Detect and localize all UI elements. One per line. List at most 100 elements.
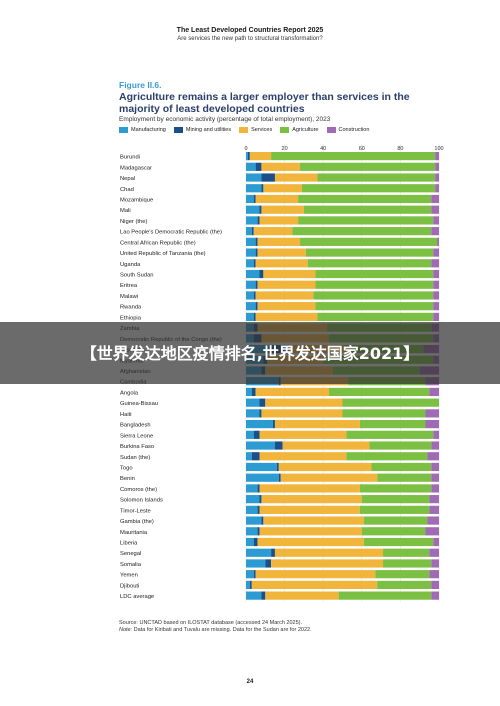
bar-segment-agriculture xyxy=(301,184,436,193)
category-label: Guinea-Bissau xyxy=(120,401,158,407)
bar-segment-mining-and-utilities xyxy=(257,216,260,225)
bar-segment-services xyxy=(255,194,299,204)
bar-segment-mining-and-utilities xyxy=(255,302,258,311)
category-label: Burundi xyxy=(120,155,140,161)
category-label: Sudan (the) xyxy=(120,455,150,461)
bar-segment-agriculture xyxy=(361,495,430,504)
bar-segment-services xyxy=(274,420,360,429)
bar-segment-manufacturing xyxy=(246,162,256,171)
bar-segment-manufacturing xyxy=(246,420,274,429)
bar-segment-manufacturing xyxy=(246,473,279,482)
bar-segment-manufacturing xyxy=(246,173,262,182)
category-label: Niger (the) xyxy=(120,219,147,225)
bar-segment-mining-and-utilities xyxy=(255,162,262,171)
category-label: Gambia (the) xyxy=(120,519,154,525)
legend-label: Construction xyxy=(338,127,370,133)
category-label: Haiti xyxy=(120,412,132,418)
bar-segment-mining-and-utilities xyxy=(253,312,256,321)
bar-segment-services xyxy=(257,537,364,547)
bar-segment-services xyxy=(278,462,372,472)
legend-item-mining-and-utilities: Mining and utilities xyxy=(173,127,231,133)
bar-segment-mining-and-utilities xyxy=(273,420,275,429)
bar-segment-services xyxy=(259,527,362,536)
bar-segment-mining-and-utilities xyxy=(259,495,262,504)
source-note: Source: UNCTAD based on ILOSTAT database… xyxy=(119,620,303,626)
bar-segment-mining-and-utilities xyxy=(257,505,260,514)
bar-segment-manufacturing xyxy=(246,291,254,300)
bar-segment-mining-and-utilities xyxy=(253,259,256,268)
bar-segment-construction xyxy=(433,291,439,300)
bar-segment-manufacturing xyxy=(246,430,254,439)
bar-segment-construction xyxy=(433,216,439,225)
category-label: Senegal xyxy=(120,551,141,557)
legend-item-services: Services xyxy=(239,127,272,133)
bar-segment-construction xyxy=(433,280,439,289)
bar-segment-services xyxy=(261,409,343,418)
bar-segment-services xyxy=(280,473,378,482)
bar-segment-services xyxy=(255,291,314,300)
category-label: Togo xyxy=(120,465,133,471)
bar-segment-agriculture xyxy=(328,387,430,397)
bar-segment-agriculture xyxy=(369,441,432,450)
bar-segment-manufacturing xyxy=(246,259,254,268)
overlay-text: 【世界发达地区疫情排名,世界发达国家2021】 xyxy=(80,343,420,363)
bar-segment-mining-and-utilities xyxy=(255,280,258,289)
bar-segment-construction xyxy=(435,184,439,193)
bar-segment-construction xyxy=(431,205,439,214)
bar-segment-manufacturing xyxy=(246,537,254,547)
category-label: LDC average xyxy=(120,594,154,600)
bar-segment-manufacturing xyxy=(246,152,248,161)
bar-segment-mining-and-utilities xyxy=(257,527,260,536)
bar-segment-manufacturing xyxy=(246,495,260,504)
bar-segment-construction xyxy=(431,227,439,236)
category-label: Burkina Faso xyxy=(120,444,154,450)
bar-segment-agriculture xyxy=(271,152,436,161)
legend-swatch xyxy=(326,127,336,133)
category-label: Lao People's Democratic Republic (the) xyxy=(120,230,222,236)
bar-segment-manufacturing xyxy=(246,527,258,536)
bar-segment-agriculture xyxy=(361,527,426,536)
bar-segment-agriculture xyxy=(346,430,434,439)
bar-segment-agriculture xyxy=(375,570,430,579)
bar-segment-manufacturing xyxy=(246,216,258,225)
category-label: Timor-Leste xyxy=(120,508,151,514)
legend-item-manufacturing: Manufacturing xyxy=(119,127,166,133)
legend-swatch xyxy=(119,127,128,133)
bar-segment-construction xyxy=(429,387,439,397)
bar-segment-services xyxy=(255,259,308,268)
bar-segment-construction xyxy=(427,516,439,525)
bar-segment-manufacturing xyxy=(246,462,277,472)
bar-segment-mining-and-utilities xyxy=(261,173,275,182)
bar-segment-services xyxy=(255,570,376,579)
bar-segment-agriculture xyxy=(342,409,426,418)
bar-segment-agriculture xyxy=(359,420,426,429)
category-label: Mali xyxy=(120,208,131,214)
bar-segment-manufacturing xyxy=(246,194,254,204)
bar-segment-manufacturing xyxy=(246,559,266,568)
bar-segment-manufacturing xyxy=(246,548,272,557)
bar-segment-services xyxy=(263,516,364,525)
figure-label: Figure II.6. xyxy=(119,80,162,90)
bar-segment-construction xyxy=(431,441,439,450)
bar-segment-construction xyxy=(435,162,439,171)
chart-legend: Manufacturing Mining and utilities Servi… xyxy=(119,127,369,133)
bar-segment-mining-and-utilities xyxy=(253,537,258,547)
bar-segment-mining-and-utilities xyxy=(249,580,252,589)
bar-segment-mining-and-utilities xyxy=(253,570,256,579)
bar-segment-agriculture xyxy=(315,280,434,289)
bar-segment-mining-and-utilities xyxy=(276,462,279,472)
bar-segment-services xyxy=(261,495,362,504)
bar-segment-services xyxy=(249,152,272,161)
bar-segment-services xyxy=(259,484,360,493)
bar-segment-mining-and-utilities xyxy=(251,452,260,461)
bar-segment-manufacturing xyxy=(246,248,256,257)
bar-segment-mining-and-utilities xyxy=(255,237,258,246)
category-label: Solomon Islands xyxy=(120,498,163,504)
bar-segment-services xyxy=(259,216,299,225)
bar-segment-construction xyxy=(431,580,439,589)
bar-segment-mining-and-utilities xyxy=(251,227,254,236)
bar-segment-agriculture xyxy=(338,591,432,600)
bar-segment-construction xyxy=(429,548,439,557)
bar-segment-mining-and-utilities xyxy=(261,591,266,600)
category-label: Mozambique xyxy=(120,197,153,203)
